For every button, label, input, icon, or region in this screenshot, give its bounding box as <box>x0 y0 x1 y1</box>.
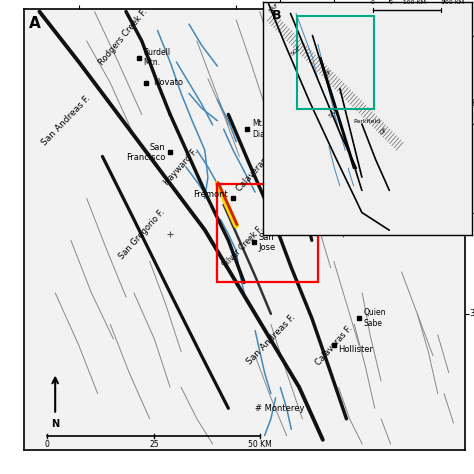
Text: San Andreas F.: San Andreas F. <box>40 94 92 147</box>
Text: Fremont: Fremont <box>193 190 228 199</box>
Text: Quien
Sabe: Quien Sabe <box>364 309 386 328</box>
Text: 100 KM: 100 KM <box>441 0 465 6</box>
Text: CF: CF <box>324 69 334 78</box>
Text: GF: GF <box>379 126 389 136</box>
Text: 0: 0 <box>45 440 50 449</box>
Bar <box>218 184 318 283</box>
Bar <box>297 16 374 109</box>
Text: SGF: SGF <box>290 45 302 57</box>
Text: San
Jose: San Jose <box>258 233 275 252</box>
Text: 3: 3 <box>469 100 474 109</box>
Text: N: N <box>51 419 59 429</box>
Text: Hollister: Hollister <box>338 345 374 354</box>
Text: # Monterey: # Monterey <box>255 404 305 413</box>
Text: Parkfield: Parkfield <box>354 119 381 124</box>
Text: 25: 25 <box>150 440 159 449</box>
Text: Rodgers Creek F.: Rodgers Creek F. <box>97 7 149 67</box>
Text: San Gregorio F.: San Gregorio F. <box>117 208 166 261</box>
Text: Novato: Novato <box>153 79 183 87</box>
Text: Calaveras F.: Calaveras F. <box>235 149 275 193</box>
Text: SAF: SAF <box>328 107 340 119</box>
Text: 3: 3 <box>469 310 474 319</box>
Text: Burdell
Mtn.: Burdell Mtn. <box>143 48 171 67</box>
Text: A: A <box>29 16 41 31</box>
Text: Hayward F.: Hayward F. <box>163 147 200 187</box>
Text: 50 KM: 50 KM <box>248 440 272 449</box>
Text: Mt.
Diablo: Mt. Diablo <box>252 119 277 139</box>
Text: San
Francisco: San Francisco <box>126 143 165 162</box>
Text: Calaveras F.: Calaveras F. <box>314 324 354 367</box>
Text: Greenville F.: Greenville F. <box>279 134 320 179</box>
Text: Silver Creek F.: Silver Creek F. <box>220 224 264 269</box>
Text: 0: 0 <box>371 0 375 6</box>
Text: SAF: SAF <box>268 2 280 14</box>
Text: 0     100 KM: 0 100 KM <box>389 0 426 5</box>
Text: B: B <box>272 9 281 22</box>
Text: San Andreas F.: San Andreas F. <box>245 312 297 366</box>
